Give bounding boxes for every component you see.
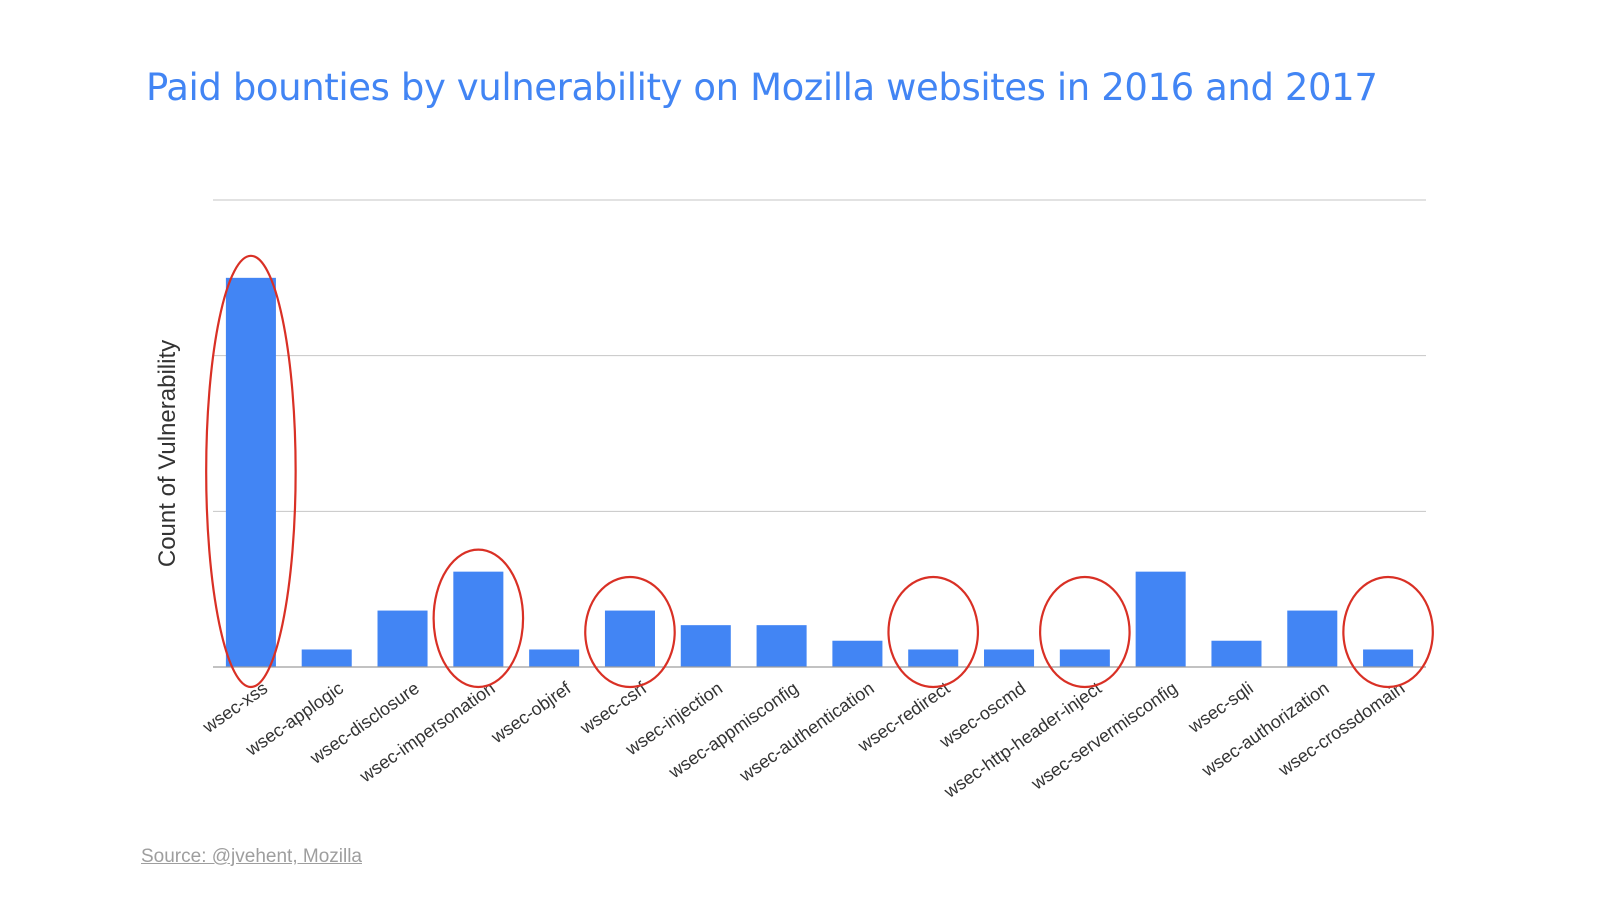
- x-tick-label: wsec-authorization: [1197, 678, 1332, 781]
- x-tick-label: wsec-authentication: [735, 678, 878, 786]
- bar-wsec-injection: [680, 625, 731, 667]
- bar-wsec-xss: [225, 277, 276, 667]
- bar-wsec-crossdomain: [1363, 649, 1414, 667]
- highlight-wsec-http-header-inject: [1039, 575, 1131, 689]
- x-tick-label: wsec-appmisconfig: [664, 678, 802, 783]
- bar-wsec-http-header-inject: [1059, 649, 1110, 667]
- highlight-wsec-csrf: [584, 575, 676, 689]
- x-tick-label: wsec-impersonation: [355, 678, 498, 787]
- bars: [225, 277, 1414, 667]
- bar-wsec-impersonation: [453, 571, 504, 667]
- chart-title: Paid bounties by vulnerability on Mozill…: [146, 66, 1378, 109]
- highlight-wsec-redirect: [887, 575, 980, 689]
- x-tick-label: wsec-servermisconfig: [1027, 678, 1181, 794]
- x-tick-label: wsec-xss: [198, 678, 271, 737]
- bar-wsec-sqli: [1211, 640, 1262, 667]
- highlight-wsec-xss: [205, 254, 297, 689]
- bar-wsec-redirect: [908, 649, 959, 667]
- bar-wsec-servermisconfig: [1135, 571, 1186, 667]
- source-link[interactable]: Source: @jvehent, Mozilla: [141, 846, 362, 867]
- highlight-wsec-crossdomain: [1342, 575, 1434, 689]
- highlight-circles: [205, 254, 1434, 689]
- category-labels: wsec-xsswsec-applogicwsec-disclosurewsec…: [198, 677, 1408, 802]
- highlight-wsec-impersonation: [432, 548, 525, 689]
- bar-wsec-objref: [529, 649, 580, 667]
- bar-wsec-appmisconfig: [756, 625, 807, 667]
- bar-wsec-authentication: [832, 640, 883, 667]
- bar-wsec-applogic: [301, 649, 352, 667]
- x-tick-label: wsec-sqli: [1184, 678, 1257, 737]
- bar-wsec-csrf: [604, 610, 655, 667]
- bar-wsec-oscmd: [984, 649, 1035, 667]
- gridlines: [213, 199, 1426, 512]
- bar-wsec-disclosure: [377, 610, 428, 667]
- x-tick-label: wsec-objref: [487, 677, 575, 747]
- x-tick-label: wsec-crossdomain: [1274, 678, 1408, 780]
- y-axis-label: Count of Vulnerability: [154, 340, 181, 567]
- bar-wsec-authorization: [1287, 610, 1338, 667]
